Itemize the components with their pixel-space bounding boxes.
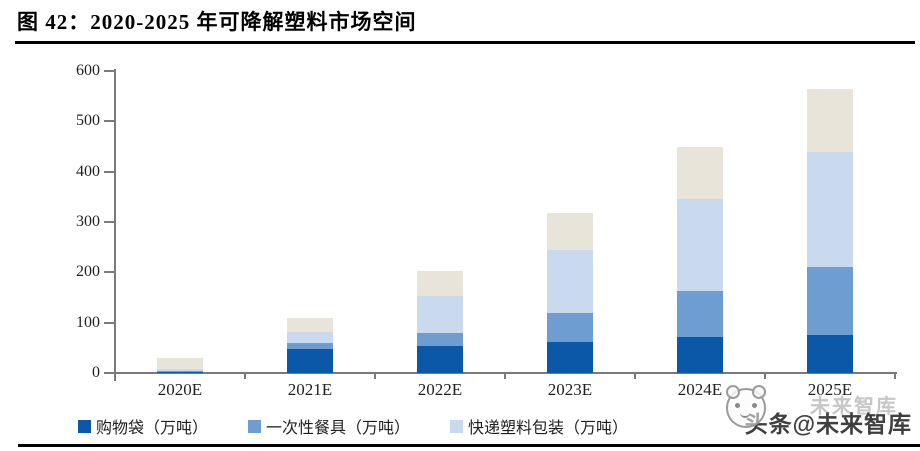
legend-swatch xyxy=(450,419,464,433)
bar-segment-1 xyxy=(417,345,463,373)
x-axis-category-label: 2024E xyxy=(677,380,723,399)
panda-ear-left xyxy=(726,385,740,399)
bar-segment-3 xyxy=(807,151,853,268)
panda-face-icon xyxy=(726,385,766,428)
bar-segment-4 xyxy=(157,357,203,369)
legend-swatch xyxy=(78,419,91,433)
y-axis-tick-label: 300 xyxy=(76,213,100,230)
legend-item: 购物袋（万吨） xyxy=(78,414,208,438)
y-axis-line xyxy=(114,69,116,381)
bar-segment-2 xyxy=(157,371,203,372)
y-axis-tick-label: 0 xyxy=(92,364,100,381)
x-axis-tick xyxy=(504,373,506,379)
bar-segment-2 xyxy=(677,291,723,338)
bar-segment-1 xyxy=(807,334,853,373)
bar-segment-4 xyxy=(677,146,723,200)
x-axis-tick xyxy=(244,373,246,379)
y-axis-tick-label: 500 xyxy=(76,112,100,130)
legend-swatch xyxy=(248,419,262,433)
panda-eye-right xyxy=(752,403,757,408)
bar-segment-2 xyxy=(547,313,593,342)
y-axis-tick xyxy=(104,120,114,123)
y-axis-tick xyxy=(104,271,114,274)
watermark-text: 头条@未来智库 xyxy=(744,411,912,437)
legend-label: 购物袋（万吨） xyxy=(96,420,209,437)
bar-segment-2 xyxy=(287,343,333,350)
panda-ear-right xyxy=(752,385,766,399)
bar-segment-3 xyxy=(287,331,333,344)
x-axis-line xyxy=(104,372,897,374)
bar-segment-3 xyxy=(547,249,593,314)
y-axis-tick-label: 100 xyxy=(76,313,100,331)
y-axis-tick xyxy=(104,321,114,324)
legend-label: 一次性餐具（万吨） xyxy=(266,420,411,437)
watermark-ghost-text: 未来智库 xyxy=(810,396,898,418)
bar-segment-1 xyxy=(547,341,593,373)
bar-segment-3 xyxy=(157,368,203,372)
x-axis-tick xyxy=(764,373,766,379)
x-axis-category-label: 2022E xyxy=(417,380,463,399)
bottom-divider xyxy=(18,444,920,447)
panda-mouth xyxy=(740,411,750,418)
chart-legend: 购物袋（万吨） 一次性餐具（万吨） 快递塑料包装（万吨） xyxy=(78,414,628,438)
x-axis-category-label: 2025E xyxy=(807,380,853,399)
bar-segment-4 xyxy=(807,88,853,152)
bar-segment-4 xyxy=(547,212,593,250)
y-axis-tick-label: 200 xyxy=(76,263,100,281)
legend-item: 一次性餐具（万吨） xyxy=(248,414,410,438)
watermark: 未来智库 头条@未来智库 xyxy=(702,385,912,442)
x-axis-category-label: 2023E xyxy=(547,380,593,399)
x-axis-category-label: 2020E xyxy=(157,380,203,399)
y-axis-tick xyxy=(104,70,114,72)
title-underline xyxy=(15,41,915,44)
x-axis-tick xyxy=(374,373,376,379)
bar-segment-2 xyxy=(807,267,853,335)
y-axis-tick-label: 600 xyxy=(76,62,100,79)
bar-segment-4 xyxy=(287,317,333,332)
panda-eye-left xyxy=(735,403,740,408)
figure-title: 图 42：2020-2025 年可降解塑料市场空间 xyxy=(17,10,417,34)
bar-segment-2 xyxy=(417,332,463,346)
x-axis-tick xyxy=(634,373,636,379)
x-axis-category-label: 2021E xyxy=(287,380,333,399)
y-axis-tick-label: 400 xyxy=(76,162,100,180)
y-axis-tick xyxy=(104,372,114,374)
y-axis-tick xyxy=(104,221,114,223)
bar-segment-1 xyxy=(287,349,333,373)
y-axis-tick xyxy=(104,170,114,173)
bar-segment-1 xyxy=(157,371,203,373)
x-axis-tick xyxy=(894,373,896,379)
legend-label: 快递塑料包装（万吨） xyxy=(468,420,629,437)
bar-segment-3 xyxy=(417,295,463,333)
legend-item: 快递塑料包装（万吨） xyxy=(450,414,628,438)
bar-segment-3 xyxy=(677,199,723,292)
bar-segment-1 xyxy=(677,337,723,373)
bar-segment-4 xyxy=(417,270,463,296)
